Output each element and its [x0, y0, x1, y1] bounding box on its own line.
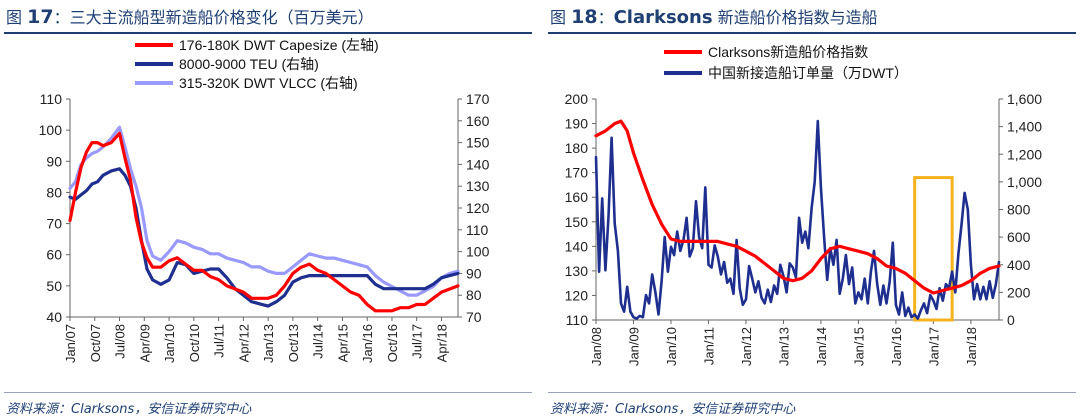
- right-tick-label: 140: [466, 156, 490, 172]
- series-line-0: [594, 119, 1001, 295]
- x-tick-label: Jan/10: [162, 324, 177, 363]
- x-tick-label: Oct/07: [88, 324, 103, 362]
- left-tick-label: 190: [565, 116, 589, 132]
- left-tick-label: 80: [46, 184, 62, 200]
- left-tick-label: 140: [565, 238, 589, 254]
- x-tick-label: Jan/16: [360, 324, 375, 363]
- figure-18-sep: ：: [597, 8, 614, 27]
- x-tick-label: Jan/16: [889, 327, 904, 366]
- series-line-2: [68, 125, 460, 297]
- x-tick-label: Oct/13: [286, 324, 301, 362]
- left-tick-label: 100: [39, 122, 63, 138]
- figure-17-prefix: 图: [6, 8, 23, 27]
- figure-17-top-rule: [4, 32, 532, 34]
- right-tick-label: 110: [466, 222, 489, 238]
- right-tick-label: 120: [466, 200, 490, 216]
- right-tick-label: 150: [466, 135, 490, 151]
- right-tick-label: 600: [1007, 229, 1031, 245]
- highlight-box: [913, 176, 954, 322]
- x-tick-label: Oct/10: [187, 324, 202, 362]
- x-tick-label: Apr/18: [434, 324, 449, 362]
- left-tick-label: 110: [40, 91, 63, 107]
- x-tick-label: Jul/08: [113, 324, 128, 359]
- figure-17-source: 资料来源：Clarksons，安信证券研究中心: [6, 402, 252, 417]
- right-tick-label: 90: [466, 265, 482, 281]
- right-tick-label: 1,200: [1007, 146, 1042, 162]
- legend-label-1: 中国新接造船订单量（万DWT）: [708, 65, 908, 81]
- figure-18-chart: 110 120 130 140 150 160 170 180 190 200 0 200 400 600…: [565, 44, 1043, 366]
- left-tick-label: 150: [565, 214, 589, 230]
- figure-18-bottom-rule: [548, 392, 1076, 393]
- series-line-0: [68, 131, 460, 313]
- x-tick-label: Jan/15: [851, 327, 866, 366]
- left-tick-label: 110: [566, 312, 589, 328]
- x-tick-label: Jan/13: [261, 324, 276, 363]
- right-tick-label: 200: [1007, 284, 1031, 300]
- right-tick-label: 800: [1007, 202, 1031, 218]
- left-tick-label: 130: [565, 263, 589, 279]
- x-tick-label: Jan/14: [814, 327, 829, 366]
- right-tick-label: 160: [466, 113, 490, 129]
- figure-17-bottom-rule: [4, 392, 532, 393]
- figure-18-panel: 图 18：Clarksons 新造船价格指数与造船 110 120 130 140 15…: [544, 0, 1080, 417]
- figure-18-brand: Clarksons: [613, 7, 713, 28]
- left-tick-label: 180: [565, 140, 589, 156]
- x-tick-label: Jan/07: [63, 324, 78, 363]
- right-tick-label: 70: [466, 309, 482, 325]
- figure-17-text: 三大主流船型新造船价格变化（百万美元）: [69, 8, 374, 27]
- left-tick-label: 60: [46, 247, 62, 263]
- right-tick-label: 400: [1007, 257, 1031, 273]
- left-tick-label: 70: [46, 216, 62, 232]
- x-tick-label: Jan/17: [926, 327, 941, 366]
- figure-17-panel: 图 17：三大主流船型新造船价格变化（百万美元） 40 50 60 70 80 90 100…: [0, 0, 536, 417]
- figure-17-number: 17: [27, 6, 54, 28]
- x-tick-label: Jan/13: [776, 327, 791, 366]
- series-line-1: [594, 119, 1001, 320]
- legend-label-1: 8000-9000 TEU (右轴): [179, 56, 319, 72]
- legend-label-0: 176-180K DWT Capesize (左轴): [179, 37, 379, 53]
- series-line-1: [68, 167, 460, 308]
- x-tick-label: Jan/10: [664, 327, 679, 366]
- legend-label-0: Clarksons新造船价格指数: [708, 44, 868, 60]
- figure-18-number: 18: [571, 6, 598, 28]
- x-tick-label: Jul/14: [311, 324, 326, 359]
- right-tick-label: 80: [466, 287, 482, 303]
- x-tick-label: Jan/11: [701, 327, 716, 365]
- x-tick-label: Jan/18: [964, 327, 979, 366]
- legend-label-2: 315-320K DWT VLCC (右轴): [179, 75, 358, 91]
- x-tick-label: Apr/12: [236, 324, 251, 362]
- left-tick-label: 50: [46, 278, 62, 294]
- x-tick-label: Jul/11: [212, 324, 227, 358]
- figure-17-title: 图 17：三大主流船型新造船价格变化（百万美元）: [6, 4, 374, 28]
- x-tick-label: Apr/15: [335, 324, 350, 362]
- right-tick-label: 170: [466, 91, 490, 107]
- right-tick-label: 130: [466, 178, 490, 194]
- figure-18-source: 资料来源：Clarksons，安信证券研究中心: [550, 402, 796, 417]
- right-tick-label: 1,000: [1007, 174, 1042, 190]
- figure-18-prefix: 图: [550, 8, 567, 27]
- figure-18-text: 新造船价格指数与造船: [712, 8, 878, 27]
- x-tick-label: Apr/09: [137, 324, 152, 362]
- left-tick-label: 40: [46, 309, 62, 325]
- right-tick-label: 0: [1007, 312, 1015, 328]
- right-tick-label: 100: [466, 244, 490, 260]
- x-tick-label: Jan/09: [626, 327, 641, 366]
- x-tick-label: Oct/16: [385, 324, 400, 362]
- x-tick-label: Jan/08: [589, 327, 604, 366]
- figure-18-top-rule: [548, 32, 1076, 34]
- figure-17-chart: 40 50 60 70 80 90 100 110 70 80 90 100 110 120 130 140 1…: [39, 37, 490, 363]
- left-tick-label: 160: [565, 189, 589, 205]
- left-tick-label: 200: [565, 91, 589, 107]
- figure-18-title: 图 18：Clarksons 新造船价格指数与造船: [550, 4, 878, 28]
- left-tick-label: 90: [46, 153, 62, 169]
- right-tick-label: 1,400: [1007, 119, 1042, 135]
- figure-17-sep: ：: [53, 8, 70, 27]
- x-tick-label: Jan/12: [739, 327, 754, 366]
- left-tick-label: 170: [565, 165, 589, 181]
- right-tick-label: 1,600: [1007, 91, 1042, 107]
- x-tick-label: Jul/17: [410, 324, 425, 359]
- left-tick-label: 120: [565, 287, 589, 303]
